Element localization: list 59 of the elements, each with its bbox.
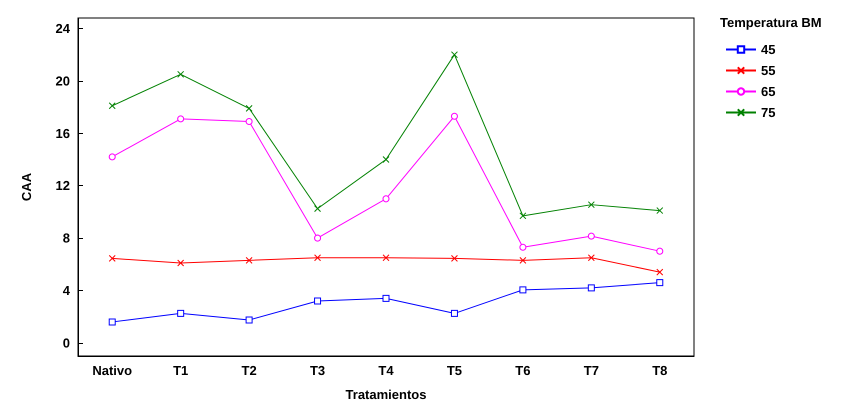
legend-label: 75 [761, 105, 776, 120]
x-tick-label: Nativo [92, 363, 132, 378]
point [108, 254, 116, 262]
point [177, 310, 184, 317]
x-tick-label: T4 [378, 363, 394, 378]
point [246, 316, 253, 324]
x-tick-label: T1 [173, 363, 188, 378]
x-tick-label: T7 [584, 363, 599, 378]
y-tick-label: 12 [56, 178, 70, 194]
point [382, 156, 390, 163]
x-tick-label: T2 [242, 363, 257, 378]
point [450, 254, 458, 262]
x-tick-label: T5 [446, 363, 462, 378]
point [382, 195, 390, 202]
point [108, 102, 116, 110]
point [588, 284, 595, 292]
x-axis-title: Tratamientos [346, 387, 426, 402]
legend-label: 55 [761, 63, 776, 78]
point [382, 254, 390, 262]
point [656, 207, 664, 214]
x-tick-label: T6 [515, 363, 530, 378]
point [108, 153, 116, 160]
point [519, 212, 526, 220]
point [519, 256, 526, 264]
legend-label: 65 [761, 84, 776, 99]
point [314, 205, 322, 212]
legend-label: 45 [761, 42, 776, 57]
y-tick-label: 0 [62, 335, 70, 350]
point [246, 104, 253, 112]
point [177, 259, 184, 266]
point [588, 201, 595, 208]
x-tick-label: T3 [310, 363, 326, 378]
point [382, 294, 390, 302]
y-tick-label: 20 [56, 73, 70, 88]
y-tick-label: 16 [56, 126, 70, 141]
point [450, 112, 458, 120]
point [177, 115, 184, 122]
point [588, 232, 595, 240]
y-tick-label: 24 [56, 20, 71, 36]
point [314, 297, 322, 304]
point [656, 268, 664, 276]
y-axis-title: CAA [19, 172, 34, 202]
point [588, 254, 595, 262]
y-tick-label: 4 [62, 282, 71, 298]
y-tick-label: 8 [62, 230, 70, 246]
point [519, 244, 526, 251]
point [519, 286, 526, 294]
point [246, 118, 253, 125]
point [177, 70, 184, 78]
point [450, 310, 458, 317]
point [656, 279, 664, 286]
point [108, 318, 116, 326]
point [656, 248, 664, 255]
legend-title: Temperatura BM [720, 15, 822, 30]
point [314, 234, 322, 242]
x-tick-label: T8 [652, 363, 668, 378]
point [314, 254, 322, 262]
point [246, 256, 253, 264]
point [450, 51, 458, 58]
